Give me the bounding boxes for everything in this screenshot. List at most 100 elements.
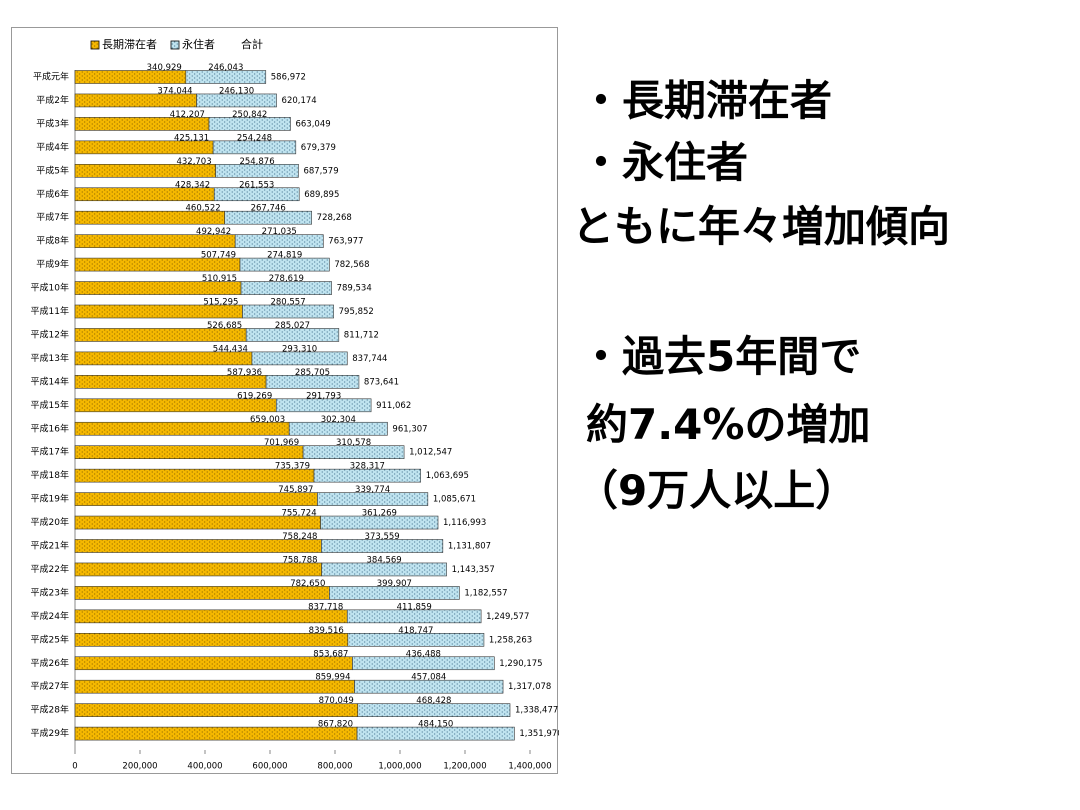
y-tick-label: 平成27年 [31, 680, 69, 692]
total-label: 763,977 [328, 237, 363, 247]
x-tick-label: 1,200,000 [443, 762, 486, 772]
y-tick-label: 平成16年 [31, 422, 69, 434]
value-label: 293,310 [282, 344, 317, 354]
slide-text: 約7.4%の増加 [586, 400, 871, 449]
total-label: 728,268 [317, 213, 352, 223]
bar-segment [317, 492, 429, 506]
value-label: 418,747 [398, 626, 433, 636]
value-label: 839,516 [309, 626, 344, 636]
total-label: 1,290,175 [499, 659, 542, 669]
value-label: 859,994 [315, 673, 350, 683]
value-label: 285,705 [295, 368, 330, 378]
y-tick-label: 平成4年 [36, 141, 69, 153]
bar-segment [74, 726, 358, 741]
total-label: 811,712 [344, 330, 379, 340]
value-label: 735,379 [275, 462, 310, 472]
y-tick-label: 平成5年 [36, 164, 69, 176]
total-label: 586,972 [271, 73, 306, 83]
bar-segment [74, 679, 355, 694]
total-label: 1,317,078 [508, 682, 551, 692]
y-tick-label: 平成22年 [31, 563, 69, 575]
value-label: 267,746 [251, 204, 286, 214]
value-label: 291,793 [306, 391, 341, 401]
bar-segment [74, 656, 353, 671]
value-label: 246,043 [208, 63, 243, 73]
bar-segment [239, 257, 330, 272]
value-label: 285,027 [275, 321, 310, 331]
y-tick-label: 平成26年 [31, 657, 69, 669]
y-tick-label: 平成10年 [31, 282, 69, 294]
value-label: 619,269 [237, 391, 272, 401]
value-label: 361,269 [362, 509, 397, 519]
slide-text: ・長期滞在者 [580, 76, 833, 125]
value-label: 280,557 [270, 298, 305, 308]
legend-swatch [90, 40, 100, 50]
y-tick-label: 平成29年 [31, 727, 69, 739]
value-label: 254,876 [239, 157, 274, 167]
value-label: 384,569 [367, 555, 402, 565]
bar-segment [213, 187, 300, 202]
value-label: 339,774 [355, 485, 390, 495]
value-label: 758,788 [282, 555, 317, 565]
total-label: 1,351,970 [519, 729, 559, 739]
value-label: 412,207 [170, 110, 205, 120]
total-label: 1,116,993 [443, 518, 486, 528]
y-tick-label: 平成20年 [31, 516, 69, 528]
value-label: 507,749 [201, 251, 236, 261]
bar-segment [74, 609, 348, 624]
x-tick-label: 0 [72, 762, 77, 772]
value-label: 432,703 [176, 157, 211, 167]
total-label: 837,744 [352, 354, 387, 364]
value-label: 758,248 [282, 532, 317, 542]
bar-segment [212, 140, 297, 155]
y-tick-label: 平成14年 [31, 375, 69, 387]
total-label: 679,379 [301, 143, 336, 153]
value-label: 460,522 [186, 204, 221, 214]
total-label: 1,182,557 [464, 588, 507, 598]
y-tick-label: 平成23年 [31, 586, 69, 598]
y-tick-label: 平成12年 [31, 328, 69, 340]
legend-label: 永住者 [182, 37, 215, 51]
x-tick-label: 600,000 [252, 762, 287, 772]
value-label: 870,049 [319, 696, 354, 706]
value-label: 587,936 [227, 368, 262, 378]
value-label: 755,724 [281, 509, 316, 519]
value-label: 510,915 [202, 274, 237, 284]
value-label: 399,907 [377, 579, 412, 589]
value-label: 837,718 [308, 602, 343, 612]
x-tick-label: 1,400,000 [508, 762, 551, 772]
slide-text: ともに年々増加傾向 [572, 202, 951, 251]
x-tick-label: 1,000,000 [378, 762, 421, 772]
value-label: 278,619 [269, 274, 304, 284]
total-label: 1,063,695 [426, 471, 469, 481]
y-tick-label: 平成15年 [31, 399, 69, 411]
value-label: 246,130 [219, 86, 254, 96]
total-label: 1,012,547 [409, 448, 452, 458]
y-tick-label: 平成8年 [36, 235, 69, 247]
value-label: 425,131 [174, 133, 209, 143]
bar-segment [251, 351, 348, 366]
value-label: 373,559 [365, 532, 400, 542]
total-label: 620,174 [282, 96, 317, 106]
bar-segment [265, 375, 360, 389]
value-label: 853,687 [313, 649, 348, 659]
y-tick-label: 平成25年 [31, 633, 69, 645]
x-tick-label: 200,000 [122, 762, 157, 772]
bar-segment [320, 515, 439, 530]
y-tick-label: 平成2年 [36, 94, 69, 106]
total-label: 961,307 [392, 424, 427, 434]
slide-text: ・永住者 [580, 138, 749, 187]
y-tick-label: 平成13年 [31, 352, 69, 364]
value-label: 271,035 [262, 227, 297, 237]
total-label: 687,579 [303, 166, 338, 176]
slide-text: ・過去5年間で [580, 332, 862, 381]
bar-segment [224, 210, 312, 225]
bar-segment [242, 304, 334, 319]
value-label: 526,685 [207, 321, 242, 331]
bar-segment [234, 234, 324, 248]
value-label: 457,084 [411, 673, 446, 683]
total-label: 795,852 [339, 307, 374, 317]
bar-segment [356, 726, 515, 741]
legend-swatch [170, 40, 180, 50]
